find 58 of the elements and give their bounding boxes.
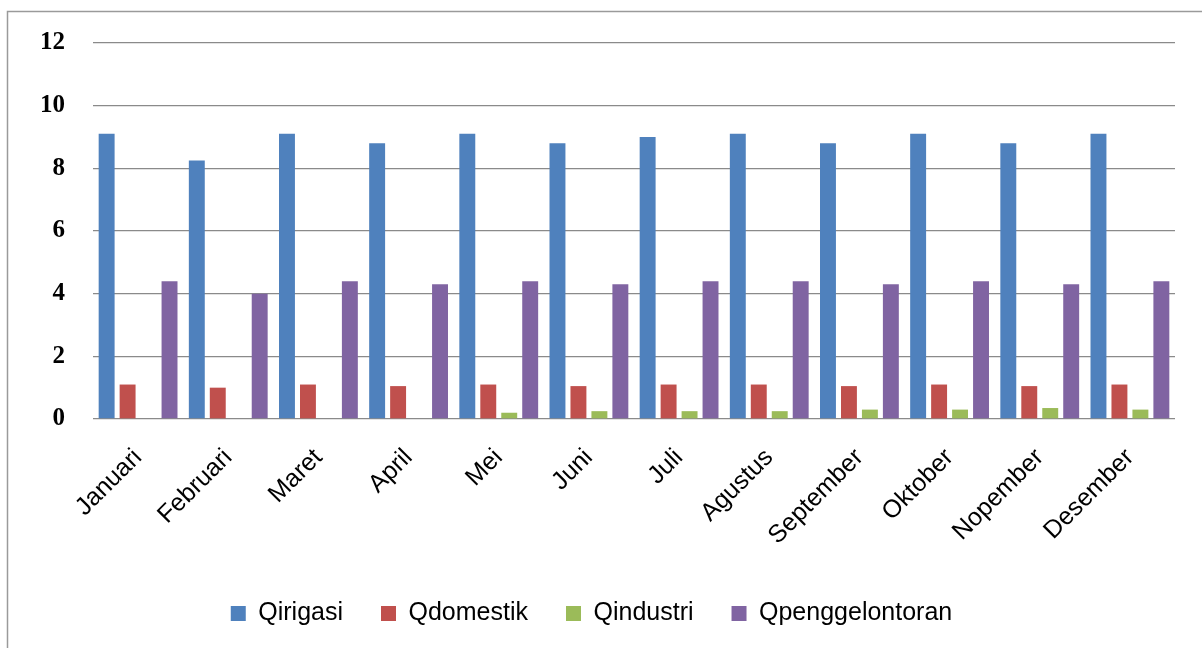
bar — [771, 411, 788, 419]
bar — [1153, 281, 1170, 419]
bar — [612, 284, 629, 419]
bar — [480, 384, 497, 419]
bar — [591, 411, 608, 419]
bar — [549, 143, 566, 419]
bar — [341, 281, 358, 419]
bar — [188, 160, 205, 419]
y-tick-label: 2 — [52, 340, 65, 368]
bar — [861, 409, 878, 419]
bar — [522, 281, 539, 419]
bar — [840, 386, 857, 419]
bar — [251, 293, 268, 419]
bar — [1111, 384, 1128, 419]
bar — [882, 284, 899, 419]
bar — [299, 384, 316, 419]
bar — [570, 386, 587, 419]
bar — [1042, 408, 1059, 419]
bar — [161, 281, 178, 419]
bar — [209, 387, 226, 419]
bar — [1000, 143, 1017, 419]
bar — [729, 133, 746, 419]
bar — [390, 386, 407, 419]
y-tick-label: 10 — [40, 90, 65, 118]
bar — [432, 284, 448, 419]
bar — [1021, 386, 1038, 419]
bar — [501, 412, 518, 419]
y-tick-label: 6 — [52, 215, 65, 243]
y-tick-label: 4 — [52, 278, 66, 306]
bar — [952, 409, 969, 419]
bar — [1090, 133, 1107, 419]
x-tick-label: Juni — [545, 442, 598, 495]
bar — [750, 384, 767, 419]
y-tick-label: 12 — [40, 27, 65, 55]
bar — [702, 281, 719, 419]
x-tick-label: Mei — [458, 442, 508, 491]
bar — [1063, 284, 1080, 419]
bar — [820, 143, 836, 419]
bar — [792, 281, 809, 419]
bar — [98, 133, 115, 419]
legend-label: Qdomestik — [408, 597, 529, 626]
bar — [681, 411, 698, 419]
legend-label: Qindustri — [593, 597, 694, 626]
y-tick-label: 0 — [52, 403, 65, 431]
bar — [910, 133, 927, 419]
bar — [369, 143, 386, 419]
x-tick-label: Juli — [641, 442, 688, 489]
bar — [973, 281, 989, 419]
bar — [639, 137, 656, 419]
bar — [1132, 409, 1149, 419]
bar — [279, 133, 295, 419]
legend-label: Qpenggelontoran — [759, 597, 953, 626]
bar — [931, 384, 948, 419]
legend-label: Qirigasi — [258, 597, 344, 626]
bar — [459, 133, 476, 419]
bar — [119, 384, 136, 419]
y-tick-label: 8 — [52, 152, 65, 180]
bar — [660, 384, 677, 419]
